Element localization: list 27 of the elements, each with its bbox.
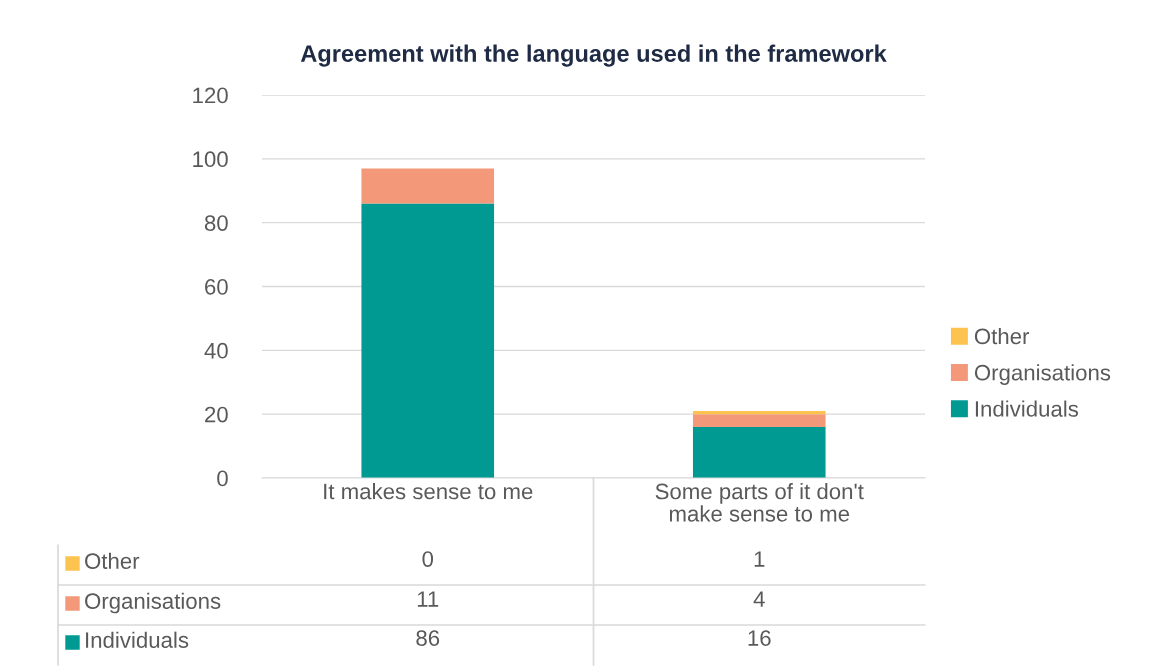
y-tick-label: 0 (217, 470, 228, 487)
y-tick-label: 60 (205, 279, 228, 295)
y-tick-label: 80 (204, 215, 228, 231)
data-label: 0 (422, 551, 434, 567)
bar (361, 168, 495, 204)
y-tick-label: 20 (205, 406, 228, 423)
text: Organisations (85, 592, 221, 614)
data-label: 86 (416, 630, 440, 646)
data-label: 11 (417, 591, 439, 607)
x-tick-label: Some parts of it don't make sense to me (655, 483, 864, 522)
legend-label: Individuals (975, 400, 1079, 417)
y-tick-label: 40 (204, 342, 228, 359)
x-tick-label: It makes sense to me (324, 483, 533, 500)
chart-title: Agreement with the language used in the framework (300, 44, 887, 67)
bar (361, 203, 495, 478)
y-tick-label: 120 (193, 87, 228, 104)
data-label: 1 (754, 551, 765, 567)
data-label: 16 (748, 630, 771, 646)
text: Other (85, 552, 140, 569)
bar (692, 410, 826, 415)
bar (692, 414, 826, 427)
text: Individuals (86, 631, 189, 648)
data-label: 4 (753, 591, 765, 607)
legend-label: Organisations (974, 364, 1111, 385)
bar (692, 426, 826, 478)
legend-label: Other (974, 327, 1030, 345)
y-tick-label: 100 (193, 151, 228, 168)
